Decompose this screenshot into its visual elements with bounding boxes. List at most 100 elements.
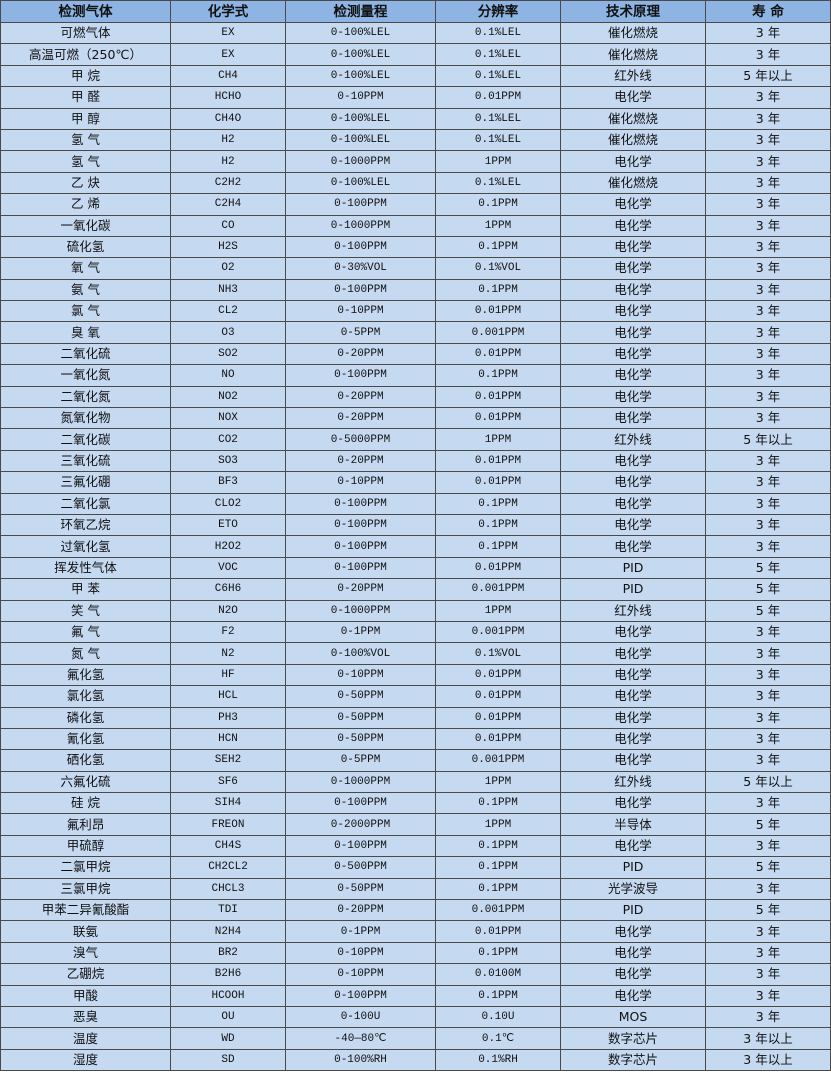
chemical-formula-cell: SF6 [170, 770, 286, 794]
lifespan-cell: 3 年 [705, 321, 831, 344]
gas-name-cell: 恶臭 [0, 1005, 171, 1029]
chemical-formula-cell: SEH2 [170, 749, 286, 772]
gas-name-cell: 二氯甲烷 [0, 856, 171, 879]
resolution-cell: 0.001PPM [435, 578, 561, 601]
detection-range-cell: 0-100%RH [285, 1048, 436, 1072]
lifespan-cell: 3 年 [705, 214, 831, 237]
lifespan-cell: 3 年 [705, 471, 831, 494]
gas-name-cell: 乙 烯 [0, 193, 171, 216]
technology-principle-cell: 电化学 [560, 193, 706, 216]
gas-name-cell: 过氧化氢 [0, 535, 171, 558]
lifespan-cell: 3 年 [705, 43, 831, 66]
gas-name-cell: 甲 醛 [0, 86, 171, 109]
resolution-cell: 0.01PPM [435, 727, 561, 751]
chemical-formula-cell: C2H4 [170, 193, 286, 216]
chemical-formula-cell: C2H2 [170, 171, 286, 195]
chemical-formula-cell: HCN [170, 727, 286, 751]
technology-principle-cell: 电化学 [560, 727, 706, 751]
technology-principle-cell: 数字芯片 [560, 1048, 706, 1072]
chemical-formula-cell: H2S [170, 235, 286, 259]
detection-range-cell: 0-20PPM [285, 449, 436, 473]
gas-name-cell: 甲硫醇 [0, 834, 171, 858]
table-row: 一氧化氮 NO 0-100PPM 0.1PPM 电化学 3 年 [0, 364, 831, 387]
detection-range-cell: 0-100PPM [285, 535, 436, 558]
chemical-formula-cell: CH4O [170, 107, 286, 130]
detection-range-cell: 0-100%LEL [285, 64, 436, 88]
lifespan-cell: 3 年 [705, 257, 831, 280]
table-row: 二氯甲烷 CH2CL2 0-500PPM 0.1PPM PID 5 年 [0, 856, 831, 879]
gas-name-cell: 氰化氢 [0, 727, 171, 751]
technology-principle-cell: 电化学 [560, 920, 706, 943]
chemical-formula-cell: CH4 [170, 64, 286, 88]
resolution-cell: 0.1PPM [435, 513, 561, 537]
chemical-formula-cell: F2 [170, 620, 286, 644]
chemical-formula-cell: HCL [170, 685, 286, 708]
lifespan-cell: 5 年以上 [705, 428, 831, 451]
gas-name-cell: 氟化氢 [0, 663, 171, 687]
chemical-formula-cell: HF [170, 663, 286, 687]
table-row: 二氧化碳 CO2 0-5000PPM 1PPM 红外线 5 年以上 [0, 428, 831, 451]
lifespan-cell: 3 年 [705, 834, 831, 858]
gas-name-cell: 乙 炔 [0, 171, 171, 195]
lifespan-cell: 3 年 [705, 620, 831, 644]
lifespan-cell: 3 年 [705, 1005, 831, 1029]
gas-name-cell: 臭 氧 [0, 321, 171, 344]
gas-name-cell: 氧 气 [0, 257, 171, 280]
lifespan-cell: 3 年 [705, 171, 831, 195]
detection-range-cell: 0-100PPM [285, 984, 436, 1007]
chemical-formula-cell: N2O [170, 599, 286, 622]
table-row: 乙 炔 C2H2 0-100%LEL 0.1%LEL 催化燃烧 3 年 [0, 171, 831, 195]
chemical-formula-cell: VOC [170, 556, 286, 580]
gas-name-cell: 硒化氢 [0, 749, 171, 772]
chemical-formula-cell: NOX [170, 407, 286, 430]
resolution-cell: 0.01PPM [435, 556, 561, 580]
gas-name-cell: 甲 苯 [0, 578, 171, 601]
table-row: 硒化氢 SEH2 0-5PPM 0.001PPM 电化学 3 年 [0, 749, 831, 772]
table-row: 氧 气 O2 0-30%VOL 0.1%VOL 电化学 3 年 [0, 257, 831, 280]
technology-principle-cell: 电化学 [560, 214, 706, 237]
detection-range-cell: 0-100PPM [285, 492, 436, 515]
resolution-cell: 0.0100M [435, 963, 561, 986]
technology-principle-cell: 电化学 [560, 963, 706, 986]
table-row: 可燃气体 EX 0-100%LEL 0.1%LEL 催化燃烧 3 年 [0, 21, 831, 45]
lifespan-cell: 3 年 [705, 877, 831, 901]
chemical-formula-cell: CH4S [170, 834, 286, 858]
lifespan-cell: 5 年 [705, 556, 831, 580]
detection-range-cell: 0-50PPM [285, 685, 436, 708]
resolution-cell: 0.1PPM [435, 193, 561, 216]
lifespan-cell: 3 年 [705, 21, 831, 45]
gas-name-cell: 六氟化硫 [0, 770, 171, 794]
table-body: 可燃气体 EX 0-100%LEL 0.1%LEL 催化燃烧 3 年高温可燃（250℃） E… [0, 21, 831, 1072]
resolution-cell: 0.001PPM [435, 899, 561, 922]
gas-name-cell: 二氧化碳 [0, 428, 171, 451]
lifespan-cell: 3 年 [705, 984, 831, 1007]
lifespan-cell: 5 年 [705, 813, 831, 836]
gas-name-cell: 溴气 [0, 941, 171, 965]
detection-range-cell: 0-5000PPM [285, 428, 436, 451]
gas-name-cell: 氢 气 [0, 150, 171, 173]
table-row: 氟利昂 FREON 0-2000PPM 1PPM 半导体 5 年 [0, 813, 831, 836]
lifespan-cell: 3 年 [705, 727, 831, 751]
resolution-cell: 0.01PPM [435, 407, 561, 430]
table-row: 笑 气 N2O 0-1000PPM 1PPM 红外线 5 年 [0, 599, 831, 622]
chemical-formula-cell: H2O2 [170, 535, 286, 558]
gas-name-cell: 氨 气 [0, 278, 171, 302]
table-row: 湿度 SD 0-100%RH 0.1%RH 数字芯片 3 年以上 [0, 1048, 831, 1072]
lifespan-cell: 3 年以上 [705, 1027, 831, 1050]
technology-principle-cell: 电化学 [560, 449, 706, 473]
resolution-cell: 0.1%LEL [435, 64, 561, 88]
lifespan-cell: 3 年 [705, 792, 831, 815]
chemical-formula-cell: CHCL3 [170, 877, 286, 901]
lifespan-cell: 3 年 [705, 407, 831, 430]
gas-name-cell: 三氯甲烷 [0, 877, 171, 901]
lifespan-cell: 3 年 [705, 642, 831, 665]
technology-principle-cell: 电化学 [560, 385, 706, 409]
table-row: 乙硼烷 B2H6 0-10PPM 0.0100M 电化学 3 年 [0, 963, 831, 986]
table-row: 乙 烯 C2H4 0-100PPM 0.1PPM 电化学 3 年 [0, 193, 831, 216]
technology-principle-cell: 电化学 [560, 535, 706, 558]
technology-principle-cell: 电化学 [560, 235, 706, 259]
lifespan-cell: 3 年 [705, 941, 831, 965]
technology-principle-cell: 催化燃烧 [560, 107, 706, 130]
detection-range-cell: 0-100PPM [285, 278, 436, 302]
